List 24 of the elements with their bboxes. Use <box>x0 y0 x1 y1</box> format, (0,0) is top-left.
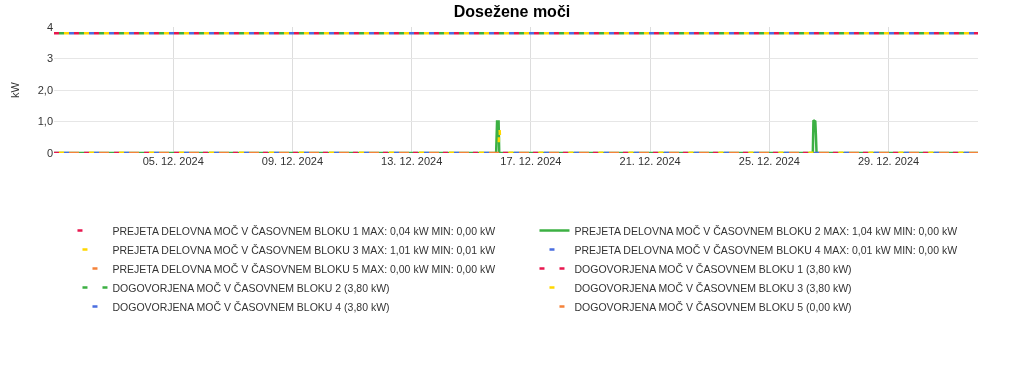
legend-label: PREJETA DELOVNA MOČ V ČASOVNEM BLOKU 1 MAX: 0,04 kW MIN: 0,00 kW <box>112 224 496 237</box>
x-tick-label: 05. 12. 2024 <box>142 155 204 167</box>
x-tick-label: 17. 12. 2024 <box>500 155 562 167</box>
y-tick-label: 2,0 <box>37 83 53 96</box>
x-tick-label: 13. 12. 2024 <box>381 155 443 167</box>
legend-label: PREJETA DELOVNA MOČ V ČASOVNEM BLOKU 2 MAX: 1,04 kW MIN: 0,00 kW <box>574 224 958 237</box>
chart-title: Dosežene moči <box>453 2 571 20</box>
legend-label: PREJETA DELOVNA MOČ V ČASOVNEM BLOKU 3 MAX: 1,01 kW MIN: 0,01 kW <box>112 243 496 256</box>
x-tick-label: 21. 12. 2024 <box>619 155 681 167</box>
x-tick-label: 09. 12. 2024 <box>261 155 324 167</box>
legend-label: DOGOVORJENA MOČ V ČASOVNEM BLOKU 4 (3,80 kW) <box>112 300 390 313</box>
legend-label: PREJETA DELOVNA MOČ V ČASOVNEM BLOKU 5 MAX: 0,00 kW MIN: 0,00 kW <box>112 262 496 275</box>
y-tick-label: 4 <box>46 20 53 33</box>
x-tick-label: 29. 12. 2024 <box>857 155 920 167</box>
y-tick-label: 0 <box>46 146 53 159</box>
y-tick-label: 3 <box>46 52 53 65</box>
legend-label: DOGOVORJENA MOČ V ČASOVNEM BLOKU 1 (3,80 kW) <box>574 262 852 275</box>
x-tick-label: 25. 12. 2024 <box>738 155 800 167</box>
legend-label: DOGOVORJENA MOČ V ČASOVNEM BLOKU 5 (0,00 kW) <box>574 300 852 313</box>
legend-label: DOGOVORJENA MOČ V ČASOVNEM BLOKU 3 (3,80 kW) <box>574 281 852 294</box>
legend-label: PREJETA DELOVNA MOČ V ČASOVNEM BLOKU 4 MAX: 0,01 kW MIN: 0,00 kW <box>574 243 958 256</box>
y-tick-label: 1,0 <box>37 115 53 128</box>
legend-label: DOGOVORJENA MOČ V ČASOVNEM BLOKU 2 (3,80 kW) <box>112 281 390 294</box>
y-axis-title: kW <box>9 81 22 98</box>
